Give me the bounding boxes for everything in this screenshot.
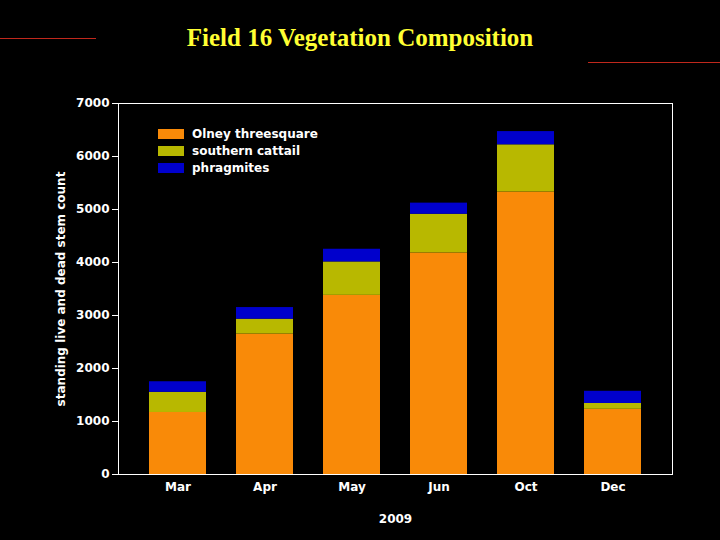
svg-text:Mar: Mar — [165, 480, 191, 494]
svg-text:May: May — [338, 480, 366, 494]
html-text:Olney threesquare: Olney threesquare — [192, 126, 318, 141]
svg-text:5000: 5000 — [76, 202, 109, 216]
svg-text:1000: 1000 — [76, 414, 109, 428]
html-text:southern cattail: southern cattail — [192, 143, 300, 158]
svg-text:Jun: Jun — [427, 480, 450, 494]
svg-text:7000: 7000 — [76, 96, 109, 110]
svg-text:0: 0 — [101, 467, 109, 481]
html-text:Field 16 Vegetation Compositio: Field 16 Vegetation Composition — [186, 24, 534, 51]
svg-text:Oct: Oct — [514, 480, 537, 494]
html-text:phragmites: phragmites — [192, 160, 270, 175]
svg-text:Apr: Apr — [253, 480, 277, 494]
svg-text:3000: 3000 — [76, 308, 109, 322]
svg-text:standing live and dead stem co: standing live and dead stem count — [54, 171, 68, 406]
svg-text:2000: 2000 — [76, 361, 109, 375]
svg-text:2009: 2009 — [379, 512, 412, 526]
svg-text:6000: 6000 — [76, 149, 109, 163]
svg-text:Dec: Dec — [600, 480, 625, 494]
svg-text:4000: 4000 — [76, 255, 109, 269]
